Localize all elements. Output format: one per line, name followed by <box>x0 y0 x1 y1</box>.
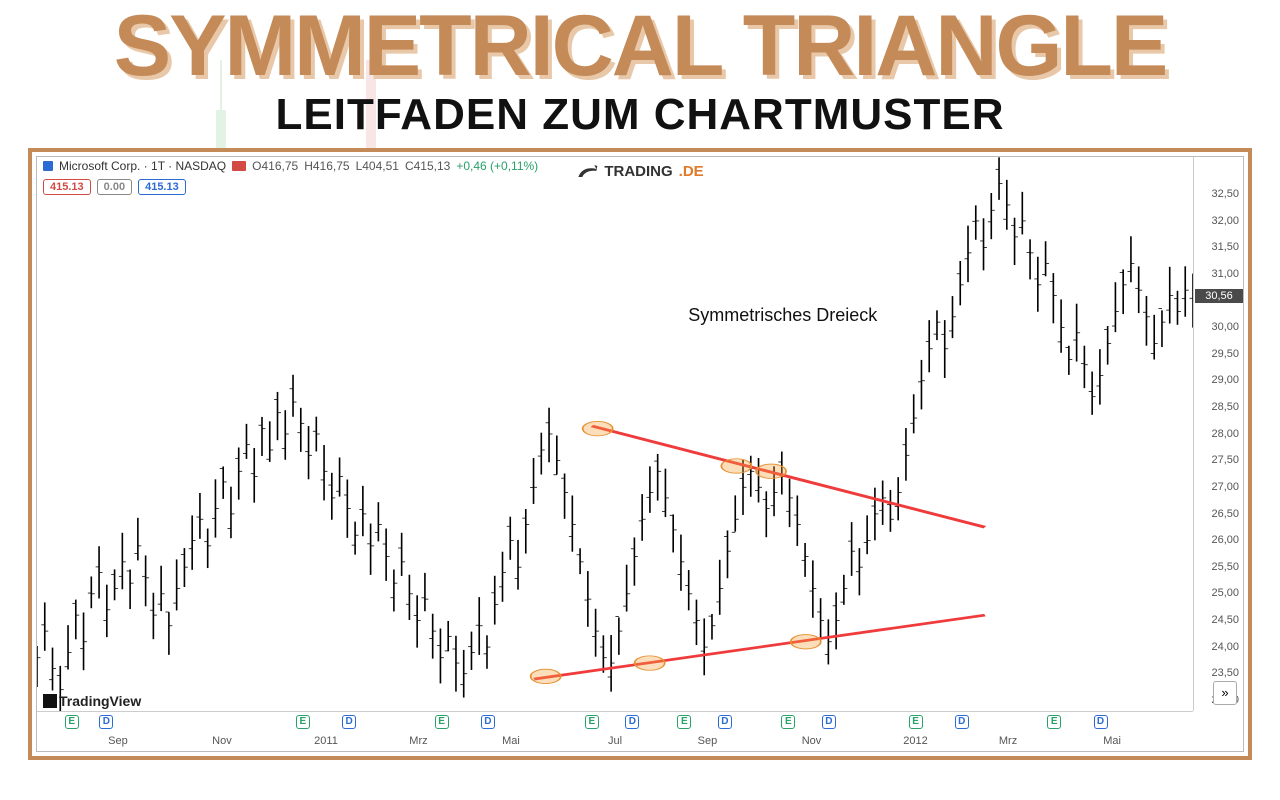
chevron-right-icon: » <box>1221 685 1228 700</box>
y-tick: 31,00 <box>1211 268 1239 280</box>
earnings-marker-icon[interactable]: E <box>65 715 79 729</box>
x-tick: Sep <box>698 735 718 747</box>
y-tick: 26,00 <box>1211 534 1239 546</box>
y-tick: 25,00 <box>1211 587 1239 599</box>
y-tick: 23,50 <box>1211 667 1239 679</box>
y-tick: 25,50 <box>1211 561 1239 573</box>
y-tick: 32,00 <box>1211 215 1239 227</box>
dividend-marker-icon[interactable]: D <box>481 715 495 729</box>
y-tick: 32,50 <box>1211 188 1239 200</box>
x-tick: Nov <box>212 735 232 747</box>
title-sub: LEITFADEN ZUM CHARTMUSTER <box>30 90 1250 140</box>
tv-text: TradingView <box>59 693 141 709</box>
y-tick: 24,50 <box>1211 614 1239 626</box>
y-tick: 28,00 <box>1211 428 1239 440</box>
x-tick: Mrz <box>999 735 1017 747</box>
y-tick: 31,50 <box>1211 241 1239 253</box>
plot-svg <box>37 157 1193 711</box>
tv-icon <box>43 694 57 708</box>
y-tick: 24,00 <box>1211 641 1239 653</box>
dividend-marker-icon[interactable]: D <box>99 715 113 729</box>
dividend-marker-icon[interactable]: D <box>718 715 732 729</box>
dividend-marker-icon[interactable]: D <box>955 715 969 729</box>
dividend-marker-icon[interactable]: D <box>822 715 836 729</box>
dividend-marker-icon[interactable]: D <box>1094 715 1108 729</box>
x-axis: Sep Nov 2011 Mrz Mai Jul Sep Nov 2012 Mrz Mai E D E D E… <box>37 711 1193 751</box>
title-main: SYMMETRICAL TRIANGLE <box>30 6 1250 88</box>
x-tick: Sep <box>108 735 128 747</box>
chart-frame: Microsoft Corp. · 1T · NASDAQ O416,75 H4… <box>28 148 1252 760</box>
y-tick: 27,00 <box>1211 481 1239 493</box>
earnings-marker-icon[interactable]: E <box>1047 715 1061 729</box>
expand-button[interactable]: » <box>1213 681 1237 705</box>
earnings-marker-icon[interactable]: E <box>296 715 310 729</box>
tradingview-logo: TradingView <box>43 693 141 709</box>
x-tick: 2012 <box>903 735 927 747</box>
y-current-marker: 30,56 <box>1195 289 1243 303</box>
earnings-marker-icon[interactable]: E <box>909 715 923 729</box>
plot-area[interactable] <box>37 157 1193 711</box>
y-tick: 30,00 <box>1211 321 1239 333</box>
earnings-marker-icon[interactable]: E <box>585 715 599 729</box>
x-tick: 2011 <box>314 735 338 747</box>
y-axis: 23,0023,5024,0024,5025,0025,5026,0026,50… <box>1193 157 1243 711</box>
x-tick: Jul <box>608 735 622 747</box>
earnings-marker-icon[interactable]: E <box>677 715 691 729</box>
x-tick: Mrz <box>409 735 427 747</box>
earnings-marker-icon[interactable]: E <box>781 715 795 729</box>
y-tick: 28,50 <box>1211 401 1239 413</box>
x-tick: Nov <box>802 735 822 747</box>
x-tick: Mai <box>1103 735 1121 747</box>
y-tick: 26,50 <box>1211 508 1239 520</box>
title-block: SYMMETRICAL TRIANGLE LEITFADEN ZUM CHART… <box>0 0 1280 140</box>
y-tick: 29,00 <box>1211 374 1239 386</box>
chart-inner: Microsoft Corp. · 1T · NASDAQ O416,75 H4… <box>36 156 1244 752</box>
dividend-marker-icon[interactable]: D <box>342 715 356 729</box>
x-tick: Mai <box>502 735 520 747</box>
y-tick: 29,50 <box>1211 348 1239 360</box>
y-tick: 27,50 <box>1211 454 1239 466</box>
earnings-marker-icon[interactable]: E <box>435 715 449 729</box>
dividend-marker-icon[interactable]: D <box>625 715 639 729</box>
